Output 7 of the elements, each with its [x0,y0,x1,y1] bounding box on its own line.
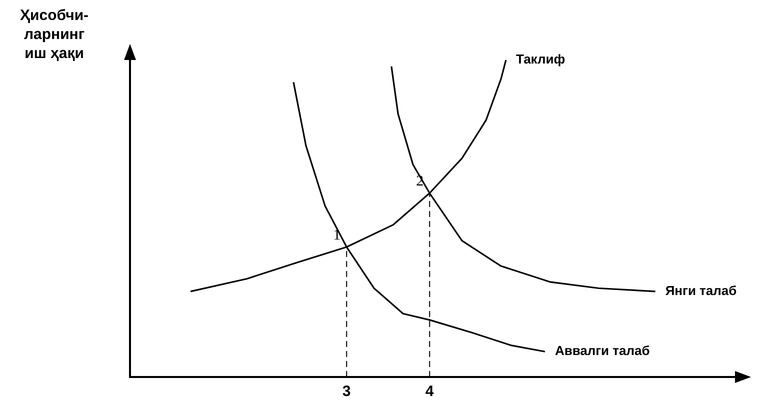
series-label: Таклиф [516,52,566,67]
annotation: 1 [333,227,341,244]
x-tick-label: 3 [342,383,351,400]
x-tick-label: 4 [425,383,434,400]
y-axis-title: Ҳисобчи- ларнинг иш ҳақи [20,6,89,63]
series-label: Аввалги талаб [554,343,650,358]
series-label: Янги талаб [665,282,737,298]
